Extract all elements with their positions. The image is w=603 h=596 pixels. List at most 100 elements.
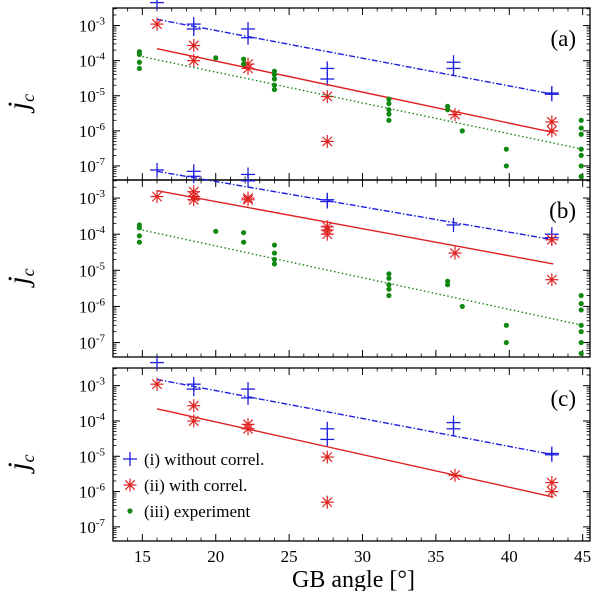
panel-label: (b) [549, 198, 576, 223]
x-tick-label: 25 [281, 547, 298, 566]
y-tick-label: 10-7 [79, 517, 106, 537]
legend-entry: (i) without correl. [123, 450, 264, 469]
data-point [213, 228, 219, 234]
data-point [545, 485, 559, 499]
fit-line [156, 189, 554, 265]
data-point [386, 282, 392, 288]
data-point [187, 414, 201, 428]
data-point [150, 0, 165, 10]
y-tick-label: 10-6 [79, 121, 106, 141]
data-point [386, 275, 392, 281]
data-point [446, 217, 461, 232]
data-point [186, 169, 201, 184]
data-point [320, 90, 334, 104]
x-tick-label: 15 [134, 547, 151, 566]
data-point [150, 355, 165, 370]
data-point [578, 329, 584, 335]
data-point [241, 56, 247, 62]
y-tick-label: 10-3 [79, 376, 106, 396]
data-point [241, 390, 256, 405]
panel-c: 10-3 10-4 10-5 10-6 10-7 jc (c) 15 20 25 30 35 40 45 G… [2, 355, 591, 593]
data-point [445, 282, 451, 288]
data-point [578, 146, 584, 152]
data-point [136, 233, 143, 239]
fit-line [156, 378, 554, 456]
data-point [503, 146, 509, 152]
data-point [271, 242, 278, 248]
data-point [578, 307, 584, 313]
data-point [578, 125, 584, 131]
x-tick-label: 45 [574, 547, 591, 566]
data-point [448, 108, 462, 122]
y-axis-label: jc [2, 268, 38, 288]
data-point [386, 100, 392, 107]
y-tick-label: 10-4 [79, 51, 106, 71]
data-point [386, 111, 392, 117]
data-point [241, 422, 255, 436]
panel-frame [112, 7, 591, 181]
y-tick-label: 10-3 [79, 16, 106, 36]
series-plus [150, 355, 559, 462]
data-point [187, 399, 201, 413]
data-point [213, 55, 219, 61]
legend-marker [123, 452, 137, 466]
legend-label: (ii) with correl. [144, 476, 247, 495]
data-point [448, 468, 462, 482]
legend-label: (i) without correl. [144, 450, 264, 469]
data-point [386, 107, 392, 113]
y-tick-label: 10-5 [79, 446, 106, 466]
data-point [578, 292, 584, 299]
series-star [150, 377, 559, 509]
data-point [459, 303, 465, 310]
data-point [271, 250, 278, 256]
data-point [187, 54, 201, 68]
data-point [545, 124, 559, 138]
data-point [386, 286, 392, 292]
data-point [448, 246, 462, 260]
data-point [136, 59, 143, 65]
data-point [241, 173, 256, 188]
data-point [545, 273, 559, 287]
data-point [578, 131, 584, 137]
data-point [544, 446, 559, 461]
y-axis-label: jc [2, 94, 38, 114]
fit-line [156, 18, 554, 95]
data-point [241, 193, 255, 207]
y-tick-label: 10-6 [79, 296, 106, 316]
x-tick-label: 40 [501, 547, 518, 566]
data-point [241, 61, 247, 67]
legend-marker [127, 508, 133, 514]
data-point [503, 163, 509, 169]
data-point [150, 17, 164, 31]
data-point [150, 377, 164, 391]
data-point [503, 322, 509, 328]
data-point [445, 107, 451, 113]
data-point [320, 495, 334, 509]
data-point [386, 117, 392, 123]
y-axis-label: jc [2, 454, 38, 474]
x-axis-label: GB angle [°] [292, 567, 415, 591]
data-point [578, 163, 584, 169]
data-point [446, 61, 461, 76]
fit-line [156, 47, 554, 134]
data-point [578, 117, 584, 123]
series-plus [150, 162, 559, 245]
series-plus [150, 0, 559, 102]
data-point [320, 134, 334, 148]
panel-a: 10-3 10-4 10-5 10-6 10-7 jc (a) [2, 0, 591, 181]
data-point [320, 450, 334, 464]
data-point [187, 39, 201, 53]
panel-frame [112, 367, 591, 542]
y-tick-label: 10-6 [79, 482, 106, 502]
data-point [386, 292, 392, 299]
data-point [503, 339, 509, 346]
data-point [320, 227, 334, 241]
data-point [578, 322, 584, 328]
data-point [386, 96, 392, 102]
data-point [271, 261, 278, 267]
panel-label: (c) [550, 386, 576, 411]
data-point [187, 193, 201, 207]
data-point [271, 72, 278, 78]
